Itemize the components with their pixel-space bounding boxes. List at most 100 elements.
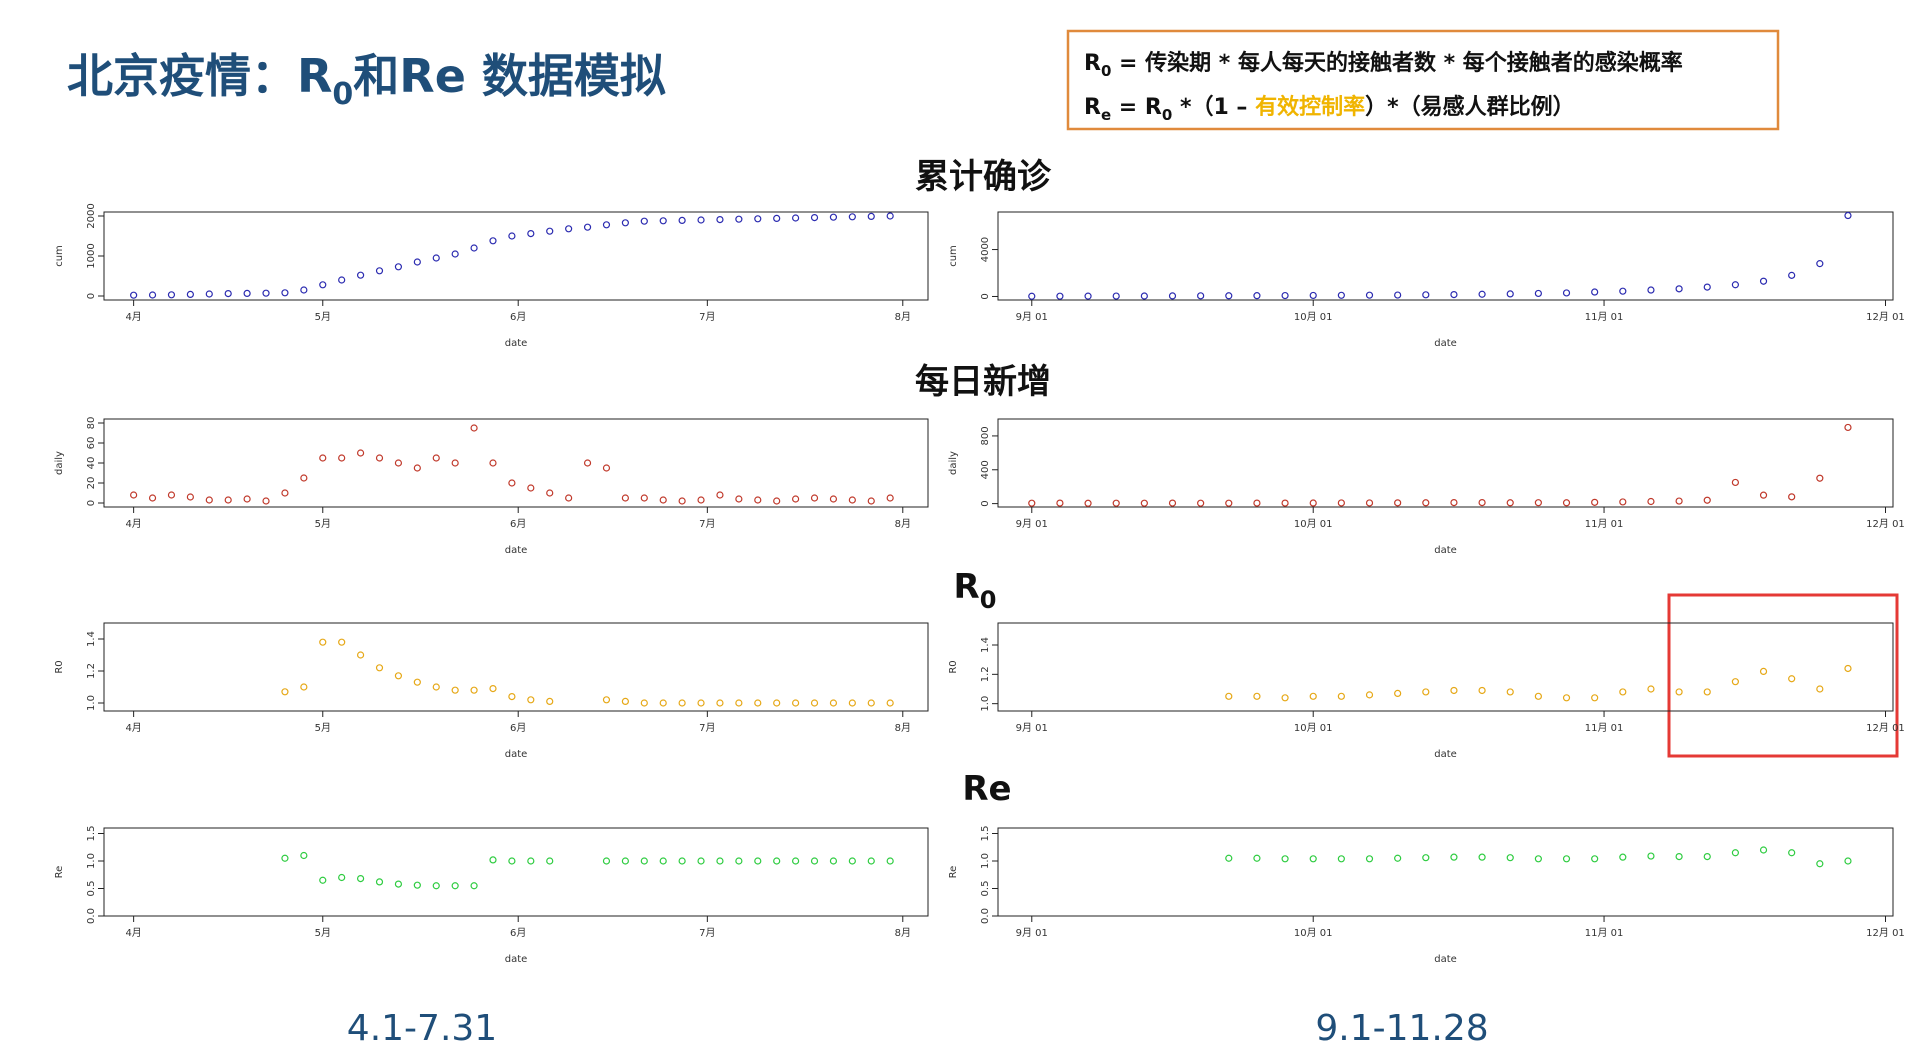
point bbox=[848, 213, 856, 221]
point bbox=[1731, 849, 1739, 857]
point bbox=[356, 651, 365, 659]
point bbox=[1478, 499, 1486, 507]
formula-line: R0 = 传染期 * 每人每天的接触者数 * 每个接触者的感染概率 bbox=[1084, 50, 1683, 80]
point bbox=[1225, 854, 1233, 862]
point bbox=[338, 276, 346, 284]
point bbox=[678, 857, 686, 865]
point bbox=[243, 289, 251, 297]
y-tick-label: 0 bbox=[86, 500, 97, 506]
point bbox=[1450, 853, 1458, 861]
x-tick-label: 4月 bbox=[125, 927, 141, 939]
point bbox=[829, 213, 838, 221]
point bbox=[394, 880, 403, 888]
point bbox=[583, 223, 592, 231]
y-tick-label: 1.0 bbox=[86, 695, 97, 711]
y-tick-label: 80 bbox=[86, 417, 97, 430]
slide-title: 北京疫情：R0和Re 数据模拟 bbox=[67, 49, 666, 112]
point bbox=[735, 857, 743, 865]
point bbox=[489, 856, 497, 864]
point bbox=[432, 882, 440, 890]
point bbox=[1281, 855, 1289, 863]
x-tick-label: 6月 bbox=[510, 518, 526, 530]
point bbox=[205, 290, 213, 298]
x-tick-label: 9月 01 bbox=[1016, 722, 1048, 734]
point bbox=[338, 454, 346, 462]
x-tick-label: 6月 bbox=[510, 311, 526, 323]
point bbox=[1788, 493, 1796, 501]
point bbox=[1084, 499, 1092, 507]
x-tick-label: 7月 bbox=[699, 927, 715, 939]
point bbox=[810, 494, 819, 502]
point bbox=[451, 250, 459, 258]
point bbox=[451, 459, 459, 467]
point bbox=[1703, 496, 1711, 504]
x-axis-label: date bbox=[1434, 338, 1457, 349]
point bbox=[886, 494, 894, 502]
point bbox=[1562, 694, 1571, 702]
point bbox=[697, 216, 705, 224]
point bbox=[546, 857, 554, 865]
y-axis-label: daily bbox=[948, 451, 959, 475]
y-tick-label: 400 bbox=[980, 460, 991, 479]
point bbox=[678, 216, 686, 224]
point bbox=[697, 496, 705, 504]
point bbox=[773, 214, 781, 222]
point bbox=[489, 684, 497, 693]
point bbox=[621, 697, 629, 706]
point bbox=[848, 857, 856, 865]
plot-frame bbox=[103, 622, 929, 712]
y-tick-label: 1.2 bbox=[980, 666, 991, 682]
point bbox=[1337, 855, 1345, 863]
point bbox=[356, 271, 365, 279]
point bbox=[792, 699, 800, 707]
point bbox=[1168, 292, 1177, 300]
point bbox=[659, 857, 667, 865]
point bbox=[300, 683, 308, 691]
x-tick-label: 12月 01 bbox=[1866, 311, 1905, 323]
point bbox=[451, 882, 459, 890]
plot-frame bbox=[997, 211, 1894, 301]
point bbox=[1225, 292, 1233, 300]
y-tick-label: 60 bbox=[86, 437, 97, 450]
point bbox=[867, 857, 875, 865]
y-tick-label: 1.0 bbox=[86, 853, 97, 869]
point bbox=[754, 215, 762, 223]
x-tick-label: 9月 01 bbox=[1016, 518, 1048, 530]
point bbox=[678, 497, 686, 505]
point bbox=[1703, 283, 1711, 291]
point bbox=[716, 857, 724, 865]
point bbox=[1281, 291, 1289, 300]
point bbox=[1591, 855, 1599, 863]
y-axis-label: R0 bbox=[948, 660, 959, 673]
section-title: 每日新增 bbox=[915, 362, 1051, 402]
point bbox=[716, 491, 724, 499]
point bbox=[1534, 855, 1542, 863]
point bbox=[1816, 474, 1824, 482]
point bbox=[432, 454, 440, 462]
point bbox=[621, 494, 629, 502]
point bbox=[1506, 499, 1514, 507]
point bbox=[1365, 291, 1374, 299]
point bbox=[527, 230, 535, 238]
point bbox=[1506, 688, 1514, 696]
plot-frame bbox=[103, 418, 929, 508]
point bbox=[1788, 675, 1796, 683]
f: *（1 – bbox=[1172, 95, 1255, 120]
y-tick-label: 0 bbox=[980, 500, 991, 506]
y-axis-label: R0 bbox=[54, 660, 65, 673]
point bbox=[1056, 499, 1064, 507]
point bbox=[621, 857, 629, 865]
s: 0 bbox=[980, 586, 997, 614]
s: R bbox=[954, 567, 980, 607]
point bbox=[1253, 692, 1261, 700]
point bbox=[867, 497, 875, 505]
point bbox=[1084, 292, 1092, 300]
point bbox=[1506, 854, 1514, 862]
point bbox=[1591, 498, 1599, 506]
point bbox=[319, 454, 327, 462]
point bbox=[489, 459, 497, 467]
x-tick-label: 10月 01 bbox=[1294, 722, 1333, 734]
y-tick-label: 0.0 bbox=[980, 908, 991, 924]
point bbox=[1422, 854, 1430, 862]
point bbox=[1703, 688, 1711, 696]
